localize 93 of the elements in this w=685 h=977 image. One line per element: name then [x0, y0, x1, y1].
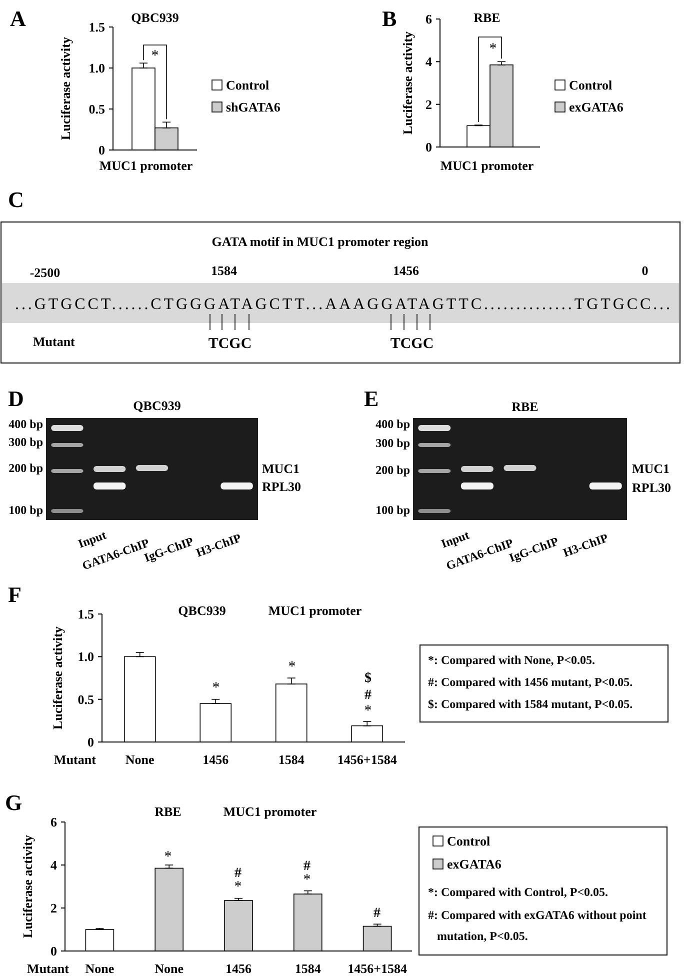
annotation: * — [151, 48, 159, 64]
text: TCGC — [208, 336, 252, 352]
y-tick-label: 0 — [88, 734, 94, 750]
y-tick-label: 0 — [98, 142, 105, 158]
y-tick-label: 1.5 — [78, 606, 94, 622]
text: ...GTGCCT......CTGGGATAGCTT...AAAGGATAGTTC..............TGTGCC... — [15, 296, 670, 313]
text: 1456 — [393, 263, 420, 278]
text: F — [8, 582, 22, 607]
x-tick-label: None — [154, 961, 184, 976]
annotation: * — [212, 680, 220, 696]
y-axis-title: Luciferase activity — [20, 834, 35, 938]
text: GATA motif in MUC1 promoter region — [212, 234, 430, 249]
y-tick-label: 4 — [426, 54, 432, 70]
x-tick-label: 1584 — [278, 752, 305, 767]
text: MUC1 — [632, 461, 670, 476]
text: 1584 — [211, 263, 238, 278]
legend-label: shGATA6 — [226, 100, 281, 115]
text: TCGC — [390, 336, 434, 352]
text: 400 bp — [376, 417, 410, 431]
x-axis-title: Mutant — [27, 961, 70, 976]
text: E — [364, 386, 379, 411]
text: 400 bp — [8, 417, 44, 431]
legend-label: Control — [447, 834, 490, 849]
x-tick-label: 1456+1584 — [337, 752, 398, 767]
text: 300 bp — [8, 435, 44, 449]
legend-label: Control — [226, 78, 270, 93]
chart-subtitle: MUC1 promoter — [223, 804, 317, 819]
y-tick-label: 4 — [50, 858, 58, 873]
y-axis-title: Luciferase activity — [50, 626, 65, 730]
y-axis-title: Luciferase activity — [400, 31, 415, 134]
text: 300 bp — [376, 436, 410, 450]
annotation: * — [288, 659, 296, 675]
annotation: # — [234, 866, 242, 881]
text: 100 bp — [376, 503, 410, 517]
y-tick-label: 2 — [50, 900, 57, 916]
y-tick-label: 1.0 — [88, 60, 105, 76]
text: RBE — [512, 399, 538, 414]
text: 100 bp — [8, 503, 44, 517]
text: RPL30 — [632, 480, 671, 495]
annotation: * — [234, 879, 242, 895]
annotation: $ — [364, 671, 372, 686]
text: #: Compared with 1456 mutant, P<0.05. — [428, 675, 633, 689]
legend-label: exGATA6 — [569, 100, 624, 115]
y-axis-title: Luciferase activity — [58, 36, 73, 140]
annotation: * — [303, 872, 311, 888]
text: Mutant — [33, 334, 76, 349]
text: G — [5, 790, 22, 815]
text: QBC939 — [133, 398, 182, 413]
chart-subtitle: MUC1 promoter — [268, 603, 362, 618]
x-tick-label: 1456 — [202, 752, 230, 767]
annotation: # — [364, 688, 372, 703]
y-tick-label: 6 — [50, 814, 58, 830]
text: *: Compared with Control, P<0.05. — [428, 885, 608, 899]
y-tick-label: 0 — [50, 944, 57, 959]
text: 0 — [642, 263, 648, 278]
annotation: * — [489, 41, 497, 57]
text: D — [8, 386, 24, 411]
chart-title: QBC939 — [131, 10, 180, 25]
y-tick-label: 0 — [426, 140, 432, 155]
text: C — [8, 187, 24, 212]
annotation: * — [364, 703, 372, 719]
y-tick-label: 0.5 — [88, 102, 106, 117]
legend-label: exGATA6 — [447, 856, 502, 872]
chart-title: QBC939 — [178, 603, 226, 618]
x-tick-label: None — [85, 961, 114, 976]
x-tick-label: 1456+1584 — [348, 961, 408, 976]
annotation: # — [374, 906, 380, 921]
y-tick-label: 2 — [426, 96, 432, 112]
annotation: # — [304, 859, 310, 874]
x-tick-label: None — [125, 752, 155, 767]
x-tick-label: 1456 — [226, 961, 252, 976]
text: $: Compared with 1584 mutant, P<0.05. — [428, 697, 633, 711]
text: 200 bp — [8, 461, 44, 475]
legend-label: Control — [569, 78, 612, 93]
text: A — [10, 6, 26, 31]
y-tick-label: 0.5 — [78, 692, 94, 707]
chart-title: RBE — [154, 804, 182, 819]
text: #: Compared with exGATA6 without point mutation, P<0.05. — [428, 908, 646, 943]
text: B — [382, 6, 397, 31]
text: -2500 — [30, 265, 60, 280]
text: *: Compared with None, P<0.05. — [428, 653, 595, 667]
x-axis-title: Mutant — [54, 752, 97, 767]
text: RPL30 — [262, 479, 301, 494]
x-axis-title: MUC1 promoter — [440, 158, 534, 173]
y-tick-label: 1.0 — [78, 649, 94, 664]
chart-title: RBE — [474, 10, 500, 25]
text: MUC1 — [262, 461, 300, 476]
x-axis-title: MUC1 promoter — [99, 158, 193, 173]
x-tick-label: 1584 — [294, 961, 322, 976]
text: 200 bp — [376, 463, 410, 477]
annotation: * — [164, 849, 172, 865]
y-tick-label: 1.5 — [88, 20, 106, 35]
y-tick-label: 6 — [426, 12, 432, 27]
